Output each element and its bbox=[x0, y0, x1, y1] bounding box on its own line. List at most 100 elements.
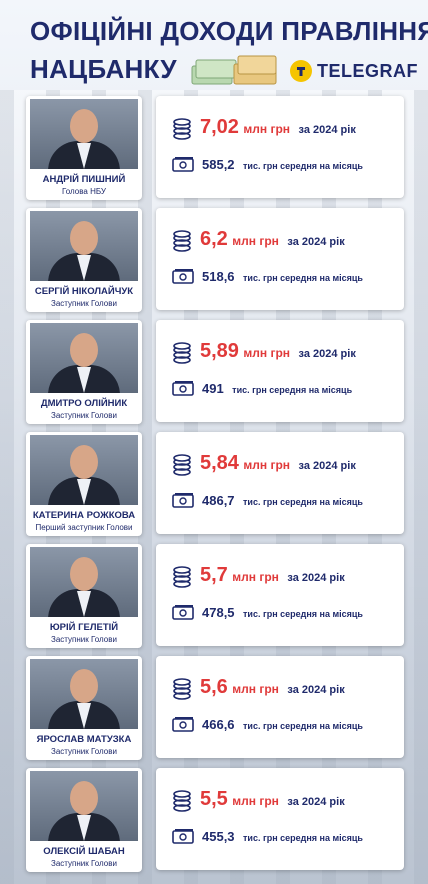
person-role: Голова НБУ bbox=[61, 187, 107, 196]
banknote-icon bbox=[172, 493, 194, 508]
annual-income-value: 5,89 bbox=[200, 340, 239, 362]
person-card: ОЛЕКСІЙ ШАБАН Заступник Голови bbox=[26, 768, 142, 872]
annual-income-period: за 2024 рік bbox=[298, 348, 356, 360]
annual-income-value: 6,2 bbox=[200, 228, 228, 250]
annual-income-value: 5,7 bbox=[200, 564, 228, 586]
page-title-line2: НАЦБАНКУ bbox=[30, 54, 177, 84]
page-title-line1: ОФІЦІЙНІ ДОХОДИ ПРАВЛІННЯ bbox=[30, 16, 428, 46]
coin-stack-icon bbox=[173, 566, 191, 588]
annual-income-unit: млн грн bbox=[232, 234, 279, 248]
monthly-income: 455,3 тис. грн середня на місяць bbox=[202, 828, 363, 846]
annual-income: 5,6 млн грн за 2024 рік bbox=[200, 676, 345, 699]
monthly-income-value: 518,6 bbox=[202, 269, 235, 284]
person-role: Заступник Голови bbox=[51, 635, 117, 644]
banknote-icon bbox=[172, 157, 194, 172]
person-name: СЕРГІЙ НІКОЛАЙЧУК bbox=[34, 286, 134, 297]
annual-income-unit: млн грн bbox=[232, 794, 279, 808]
monthly-income: 478,5 тис. грн середня на місяць bbox=[202, 604, 363, 622]
person-photo bbox=[30, 323, 138, 393]
person-name: ЯРОСЛАВ МАТУЗКА bbox=[36, 734, 132, 745]
monthly-income: 486,7 тис. грн середня на місяць bbox=[202, 492, 363, 510]
monthly-income: 491 тис. грн середня на місяць bbox=[202, 380, 352, 398]
person-role: Заступник Голови bbox=[51, 411, 117, 420]
monthly-income-value: 466,6 bbox=[202, 717, 235, 732]
monthly-income-value: 478,5 bbox=[202, 605, 235, 620]
annual-income: 5,89 млн грн за 2024 рік bbox=[200, 340, 356, 363]
monthly-income: 518,6 тис. грн середня на місяць bbox=[202, 268, 363, 286]
income-card: 5,6 млн грн за 2024 рік 466,6 тис. грн с… bbox=[156, 656, 404, 758]
coin-stack-icon bbox=[173, 118, 191, 140]
annual-income-value: 5,84 bbox=[200, 452, 239, 474]
annual-income-value: 5,5 bbox=[200, 788, 228, 810]
person-role: Заступник Голови bbox=[51, 859, 117, 868]
monthly-income-label: тис. грн середня на місяць bbox=[243, 497, 363, 507]
person-photo bbox=[30, 99, 138, 169]
monthly-income-label: тис. грн середня на місяць bbox=[243, 273, 363, 283]
monthly-income-value: 455,3 bbox=[202, 829, 235, 844]
telegraf-logo-icon bbox=[290, 60, 312, 82]
annual-income: 6,2 млн грн за 2024 рік bbox=[200, 228, 345, 251]
monthly-income-label: тис. грн середня на місяць bbox=[243, 833, 363, 843]
monthly-income-label: тис. грн середня на місяць bbox=[232, 385, 353, 395]
banknote-icon bbox=[172, 269, 194, 284]
person-row: ОЛЕКСІЙ ШАБАН Заступник Голови 5,5 bbox=[26, 768, 406, 874]
person-name: ОЛЕКСІЙ ШАБАН bbox=[43, 846, 125, 857]
coin-stack-icon bbox=[173, 678, 191, 700]
person-card: АНДРІЙ ПИШНИЙ Голова НБУ bbox=[26, 96, 142, 200]
person-photo bbox=[30, 547, 138, 617]
person-card: ЮРІЙ ГЕЛЕТІЙ Заступник Голови bbox=[26, 544, 142, 648]
person-row: КАТЕРИНА РОЖКОВА Перший заступник Голови… bbox=[26, 432, 406, 538]
header: ОФІЦІЙНІ ДОХОДИ ПРАВЛІННЯ НАЦБАНКУ TELEG… bbox=[0, 0, 428, 92]
annual-income-unit: млн грн bbox=[243, 122, 291, 136]
banknote-icon bbox=[172, 717, 194, 732]
person-card: СЕРГІЙ НІКОЛАЙЧУК Заступник Голови bbox=[26, 208, 142, 312]
income-card: 5,84 млн грн за 2024 рік 486,7 тис. грн … bbox=[156, 432, 404, 534]
telegraf-logo: TELEGRAF bbox=[290, 60, 418, 82]
monthly-income-label: тис. грн середня на місяць bbox=[243, 721, 363, 731]
coin-stack-icon bbox=[173, 230, 191, 252]
coin-stack-icon bbox=[173, 342, 191, 364]
person-row: ЮРІЙ ГЕЛЕТІЙ Заступник Голови 5,7 м bbox=[26, 544, 406, 650]
monthly-income-value: 491 bbox=[202, 381, 224, 396]
person-photo bbox=[30, 771, 138, 841]
annual-income-period: за 2024 рік bbox=[287, 236, 345, 248]
person-name: АНДРІЙ ПИШНИЙ bbox=[42, 174, 126, 185]
monthly-income-label: тис. грн середня на місяць bbox=[243, 609, 363, 619]
money-stack-illustration bbox=[191, 55, 277, 85]
monthly-income-value: 486,7 bbox=[202, 493, 235, 508]
income-card: 6,2 млн грн за 2024 рік 518,6 тис. грн с… bbox=[156, 208, 404, 310]
banknote-icon bbox=[172, 381, 194, 396]
annual-income-unit: млн грн bbox=[243, 458, 291, 472]
coin-stack-icon bbox=[173, 790, 191, 812]
person-photo bbox=[30, 435, 138, 505]
annual-income-period: за 2024 рік bbox=[298, 460, 356, 472]
person-row: СЕРГІЙ НІКОЛАЙЧУК Заступник Голови 6,2 bbox=[26, 208, 406, 314]
annual-income-unit: млн грн bbox=[243, 346, 291, 360]
person-name: ДМИТРО ОЛІЙНИК bbox=[40, 398, 128, 409]
person-card: ЯРОСЛАВ МАТУЗКА Заступник Голови bbox=[26, 656, 142, 760]
person-card: КАТЕРИНА РОЖКОВА Перший заступник Голови bbox=[26, 432, 142, 536]
banknote-icon bbox=[172, 605, 194, 620]
annual-income: 5,84 млн грн за 2024 рік bbox=[200, 452, 356, 475]
income-card: 5,89 млн грн за 2024 рік 491 тис. грн се… bbox=[156, 320, 404, 422]
monthly-income: 585,2 тис. грн середня на місяць bbox=[202, 156, 363, 174]
annual-income: 7,02 млн грн за 2024 рік bbox=[200, 116, 356, 139]
annual-income-period: за 2024 рік bbox=[287, 796, 345, 808]
person-card: ДМИТРО ОЛІЙНИК Заступник Голови bbox=[26, 320, 142, 424]
monthly-income-label: тис. грн середня на місяць bbox=[243, 161, 363, 171]
person-photo bbox=[30, 211, 138, 281]
monthly-income: 466,6 тис. грн середня на місяць bbox=[202, 716, 363, 734]
person-role: Перший заступник Голови bbox=[35, 523, 133, 532]
annual-income-value: 5,6 bbox=[200, 676, 228, 698]
annual-income-unit: млн грн bbox=[232, 570, 279, 584]
person-photo bbox=[30, 659, 138, 729]
person-role: Заступник Голови bbox=[51, 299, 117, 308]
person-name: ЮРІЙ ГЕЛЕТІЙ bbox=[49, 622, 119, 633]
monthly-income-value: 585,2 bbox=[202, 157, 235, 172]
annual-income-period: за 2024 рік bbox=[287, 572, 345, 584]
person-name: КАТЕРИНА РОЖКОВА bbox=[32, 510, 136, 521]
annual-income-value: 7,02 bbox=[200, 116, 239, 138]
annual-income-period: за 2024 рік bbox=[287, 684, 345, 696]
coin-stack-icon bbox=[173, 454, 191, 476]
person-row: ЯРОСЛАВ МАТУЗКА Заступник Голови 5,6 bbox=[26, 656, 406, 762]
